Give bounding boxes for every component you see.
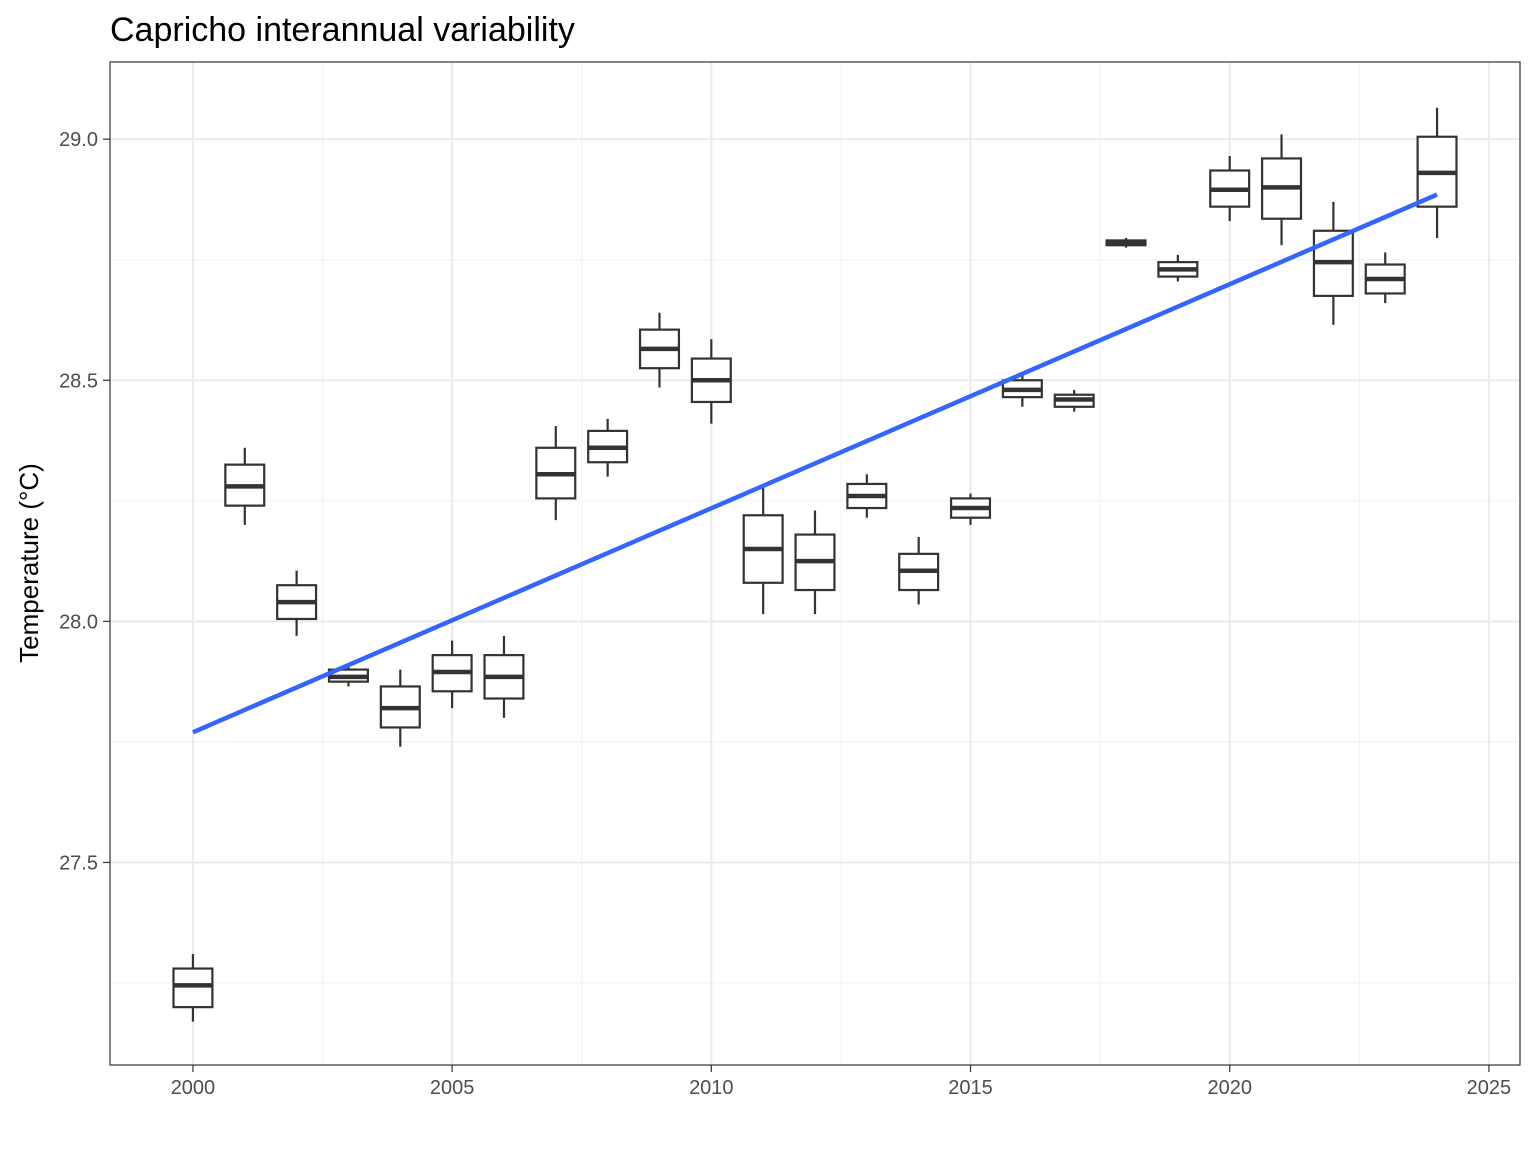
- boxplot-2008: [587, 418, 629, 477]
- x-axis: 2000 2005 2010 2015 2020 2025: [171, 1065, 1511, 1099]
- x-tick-label: 2025: [1467, 1077, 1512, 1099]
- y-tick-label: 27.5: [59, 852, 98, 874]
- boxplot-2023: [1364, 252, 1406, 304]
- y-axis: 27.5 28.0 28.5 29.0: [59, 129, 110, 874]
- x-tick-label: 2015: [948, 1077, 993, 1099]
- boxplot-2011: [742, 486, 784, 615]
- x-tick-label: 2020: [1207, 1077, 1252, 1099]
- boxplots: [172, 107, 1458, 1022]
- boxplot-2005: [431, 640, 473, 709]
- boxplot-2001: [224, 447, 266, 525]
- box-iqr: [172, 967, 214, 1009]
- y-tick-label: 28.5: [59, 370, 98, 392]
- boxplot-2006: [483, 635, 525, 718]
- boxplot-2017: [1053, 389, 1095, 412]
- major-gridlines: [110, 62, 1520, 1065]
- y-axis-label: Temperature (°C): [14, 463, 44, 663]
- boxplot-2022: [1312, 201, 1354, 325]
- x-tick-label: 2005: [430, 1077, 475, 1099]
- boxplot-2004: [379, 669, 421, 747]
- boxplot-2019: [1157, 254, 1199, 282]
- boxplot-2020: [1209, 156, 1251, 222]
- boxplot-2002: [276, 570, 318, 636]
- boxplot-2016: [1001, 375, 1043, 407]
- boxplot-2018: [1105, 238, 1147, 248]
- trend-line-layer: [192, 192, 1438, 735]
- y-tick-label: 29.0: [59, 129, 98, 151]
- panel-border: [109, 61, 1521, 1066]
- boxplot-2013: [846, 474, 888, 518]
- boxplot-2009: [638, 312, 681, 388]
- x-tick-label: 2010: [689, 1077, 734, 1099]
- x-tick-label: 2000: [171, 1077, 216, 1099]
- trend-line: [192, 192, 1438, 735]
- boxplot-2010: [690, 339, 732, 424]
- boxplot-2012: [794, 510, 836, 615]
- boxplot-2007: [535, 426, 577, 521]
- boxplot-2014: [898, 536, 940, 605]
- boxplot-2021: [1261, 134, 1303, 246]
- chart-title: Capricho interannual variability: [110, 11, 575, 49]
- boxplot-2000: [172, 954, 214, 1022]
- y-tick-label: 28.0: [59, 611, 98, 633]
- boxplot-2015: [949, 493, 992, 525]
